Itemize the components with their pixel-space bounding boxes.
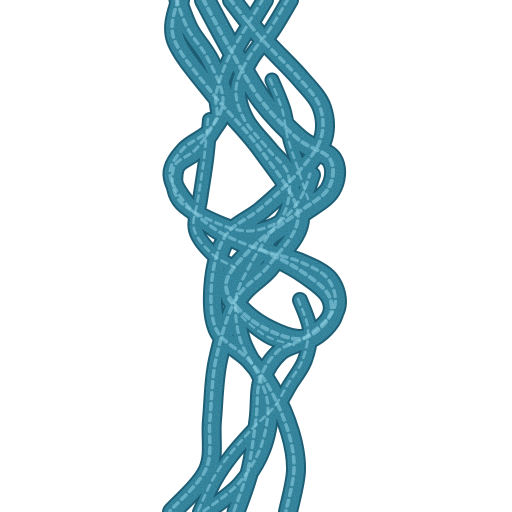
strands-highlight-layer <box>168 0 338 512</box>
strand-highlight-9 <box>268 77 310 201</box>
strand-highlight-8 <box>196 297 310 512</box>
strand-8 <box>194 294 317 512</box>
strand-highlight-1 <box>168 0 300 512</box>
strand-highlight-6 <box>202 0 292 512</box>
strand-highlight-2 <box>201 0 336 341</box>
strand-9 <box>266 74 316 206</box>
strand-highlight-10 <box>226 297 296 347</box>
strand-highlight-7 <box>192 117 236 269</box>
